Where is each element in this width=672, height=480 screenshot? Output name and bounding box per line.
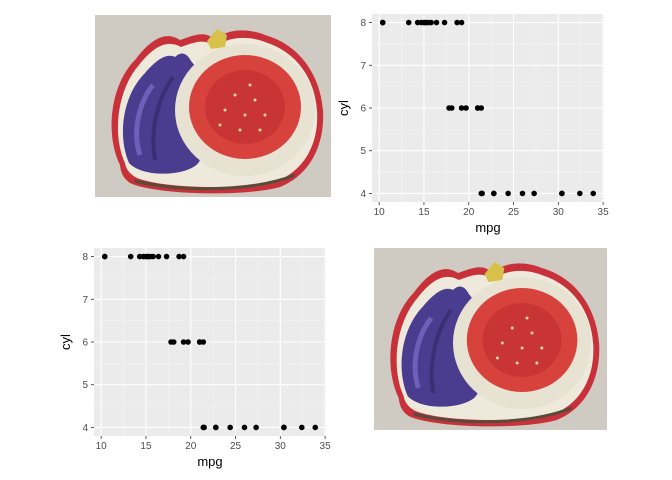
x-tick-label: 35: [598, 207, 610, 218]
data-point: [163, 253, 170, 260]
data-point: [491, 190, 497, 197]
data-point: [253, 424, 259, 431]
data-point: [577, 190, 583, 197]
data-point: [299, 424, 305, 431]
y-tick-label: 8: [360, 18, 366, 29]
x-tick-label: 10: [96, 441, 108, 452]
y-tick-label: 6: [360, 104, 366, 115]
x-tick-label: 15: [140, 441, 152, 452]
scatter-plot-bottom-left: 10 15 20 25 30 35 4 5 6 7 8 mpg cyl: [58, 248, 332, 469]
fig-patch-illustration: [95, 15, 331, 197]
fig-patch-image-top-left: [95, 15, 331, 197]
data-point: [200, 424, 207, 431]
data-point: [421, 19, 427, 26]
y-axis-label: cyl: [58, 334, 73, 350]
data-point: [590, 190, 597, 197]
scatter-plot-top-right: 10 15 20 25 30 35 4 5 6 7 8 mpg cyl: [336, 14, 610, 235]
y-tick-label: 7: [82, 295, 88, 306]
data-point: [168, 339, 174, 345]
y-tick-label: 5: [360, 146, 366, 157]
y-tick-label: 4: [360, 189, 366, 200]
data-point: [559, 190, 565, 197]
data-point: [281, 424, 287, 431]
data-point: [213, 424, 219, 431]
data-point: [227, 424, 233, 431]
data-point: [441, 19, 448, 26]
data-point: [463, 105, 469, 111]
y-tick-label: 4: [82, 423, 88, 434]
x-tick-label: 25: [230, 441, 242, 452]
y-tick-label: 5: [82, 380, 88, 391]
data-point: [405, 19, 412, 26]
x-tick-label: 30: [553, 207, 565, 218]
data-point: [185, 339, 191, 345]
data-point: [127, 253, 134, 260]
data-point: [312, 424, 319, 431]
x-tick-label: 20: [463, 207, 475, 218]
fig-patch-image-bottom-right: [374, 248, 607, 430]
y-tick-label: 6: [82, 338, 88, 349]
x-axis-label: mpg: [475, 220, 500, 235]
data-point: [180, 253, 187, 260]
y-tick-label: 8: [82, 252, 88, 263]
data-point: [101, 253, 108, 260]
data-point: [428, 19, 434, 26]
x-tick-label: 30: [275, 441, 287, 452]
x-tick-label: 15: [418, 207, 430, 218]
data-point: [150, 253, 156, 260]
data-point: [176, 253, 182, 260]
x-axis-label: mpg: [197, 454, 222, 469]
fig-patch-illustration: [374, 248, 607, 430]
data-point: [478, 105, 485, 111]
x-tick-label: 20: [185, 441, 197, 452]
data-point: [433, 19, 440, 26]
data-point: [180, 339, 187, 345]
data-point: [454, 19, 460, 26]
data-point: [379, 19, 386, 26]
data-point: [519, 190, 526, 197]
data-point: [446, 105, 452, 111]
data-point: [200, 339, 207, 345]
data-point: [143, 253, 149, 260]
data-point: [531, 190, 537, 197]
data-point: [505, 190, 511, 197]
y-tick-label: 7: [360, 61, 366, 72]
x-tick-label: 35: [320, 441, 332, 452]
x-tick-label: 10: [374, 207, 386, 218]
x-tick-label: 25: [508, 207, 520, 218]
data-point: [478, 190, 485, 197]
data-point: [458, 19, 465, 26]
data-point: [241, 424, 248, 431]
data-point: [458, 105, 465, 111]
y-axis-label: cyl: [336, 100, 351, 116]
data-point: [155, 253, 162, 260]
